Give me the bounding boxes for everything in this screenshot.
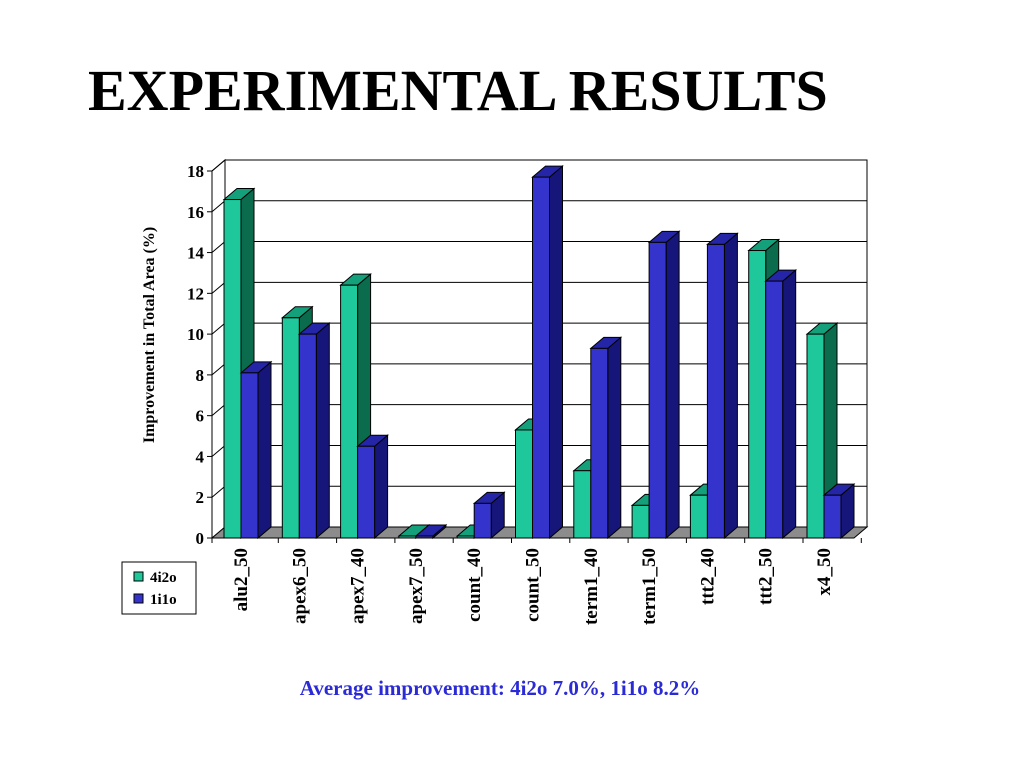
bar-side bbox=[607, 336, 622, 540]
y-tick-label: 4 bbox=[196, 447, 205, 466]
x-tick-label: count_50 bbox=[523, 548, 544, 622]
bar-front bbox=[806, 333, 825, 539]
x-tick-label: alu2_50 bbox=[231, 548, 252, 611]
bar-front bbox=[515, 429, 533, 539]
bar-front bbox=[573, 470, 592, 539]
x-tick-label: count_40 bbox=[464, 548, 485, 622]
bar-1i1o-alu2_50 bbox=[239, 360, 273, 540]
bar-1i1o-ttt2_50 bbox=[764, 269, 798, 540]
bar-front bbox=[532, 176, 550, 539]
bar-front bbox=[357, 445, 376, 539]
bar-1i1o-term1_50 bbox=[647, 230, 681, 540]
bar-1i1o-term1_40 bbox=[589, 336, 623, 540]
x-tick-label: term1_40 bbox=[581, 548, 602, 625]
x-tick-label: term1_50 bbox=[639, 548, 660, 625]
bar-front bbox=[281, 317, 300, 539]
legend-box bbox=[121, 561, 197, 615]
y-tick-label: 2 bbox=[196, 488, 205, 507]
legend-swatch bbox=[133, 593, 144, 604]
bar-front bbox=[748, 250, 767, 539]
bar-side bbox=[782, 269, 797, 540]
bar-4i2o-alu2_50 bbox=[222, 187, 256, 540]
bar-1i1o-x4_50 bbox=[822, 483, 856, 540]
y-axis-label: Improvement in Total Area (%) bbox=[141, 227, 158, 443]
bar-front bbox=[823, 494, 842, 539]
x-tick-label: x4_50 bbox=[814, 548, 835, 596]
bar-side bbox=[374, 434, 389, 540]
x-tick-label: ttt2_40 bbox=[697, 548, 718, 605]
bar-side bbox=[665, 230, 680, 540]
bar-front bbox=[689, 494, 708, 539]
bar-side bbox=[549, 165, 563, 540]
bar-side bbox=[315, 322, 330, 540]
bar-front bbox=[631, 504, 650, 539]
slide-title: EXPERIMENTAL RESULTS bbox=[88, 58, 828, 123]
x-tick-label: ttt2_50 bbox=[756, 548, 777, 605]
y-tick-label: 6 bbox=[196, 407, 205, 426]
legend-entry: 1i1o bbox=[150, 592, 177, 608]
x-tick-label: apex6_50 bbox=[289, 548, 310, 624]
legend-swatch bbox=[133, 571, 144, 582]
bar-front bbox=[590, 347, 609, 539]
chart-side-wall bbox=[211, 158, 226, 540]
bar-front bbox=[473, 502, 492, 539]
x-tick-label: apex7_50 bbox=[406, 548, 427, 624]
legend: 4i2o 1i1o bbox=[121, 561, 197, 615]
bar-side bbox=[257, 360, 272, 540]
bar-1i1o-count_40 bbox=[472, 491, 506, 540]
bar-front bbox=[298, 333, 317, 539]
bar-front bbox=[648, 241, 667, 539]
x-tick-label: apex7_40 bbox=[348, 548, 369, 624]
y-tick-label: 18 bbox=[187, 162, 204, 181]
bar-front bbox=[340, 284, 359, 539]
bar-1i1o-apex7_50 bbox=[414, 523, 448, 540]
average-improvement-caption: Average improvement: 4i2o 7.0%, 1i1o 8.2… bbox=[299, 676, 701, 700]
bar-front bbox=[223, 199, 242, 539]
bar-front bbox=[398, 535, 417, 539]
y-tick-label: 0 bbox=[196, 529, 205, 548]
y-tick-label: 16 bbox=[187, 203, 204, 222]
y-tick-label: 14 bbox=[187, 244, 205, 263]
y-tick-label: 12 bbox=[187, 284, 204, 303]
gridline bbox=[211, 159, 867, 172]
x-axis: alu2_50 apex6_50 apex7_40 apex7_50 count_40 c… bbox=[211, 538, 862, 625]
legend-entry: 4i2o bbox=[150, 570, 177, 586]
bar-front bbox=[706, 243, 725, 539]
bars bbox=[222, 165, 856, 540]
bar-front bbox=[765, 280, 784, 539]
bar-front bbox=[456, 535, 475, 539]
bar-1i1o-apex7_40 bbox=[356, 434, 389, 540]
y-tick-label: 10 bbox=[187, 325, 204, 344]
y-tick-label: 8 bbox=[196, 366, 205, 385]
bar-front bbox=[240, 372, 259, 539]
bar-1i1o-ttt2_40 bbox=[706, 232, 739, 540]
bar-1i1o-apex6_50 bbox=[297, 322, 331, 540]
bar-front bbox=[415, 535, 434, 539]
y-axis: 0 2 4 6 8 10 12 14 16 18 bbox=[187, 162, 213, 548]
bar-side bbox=[723, 232, 738, 540]
bar-1i1o-count_50 bbox=[531, 165, 564, 540]
